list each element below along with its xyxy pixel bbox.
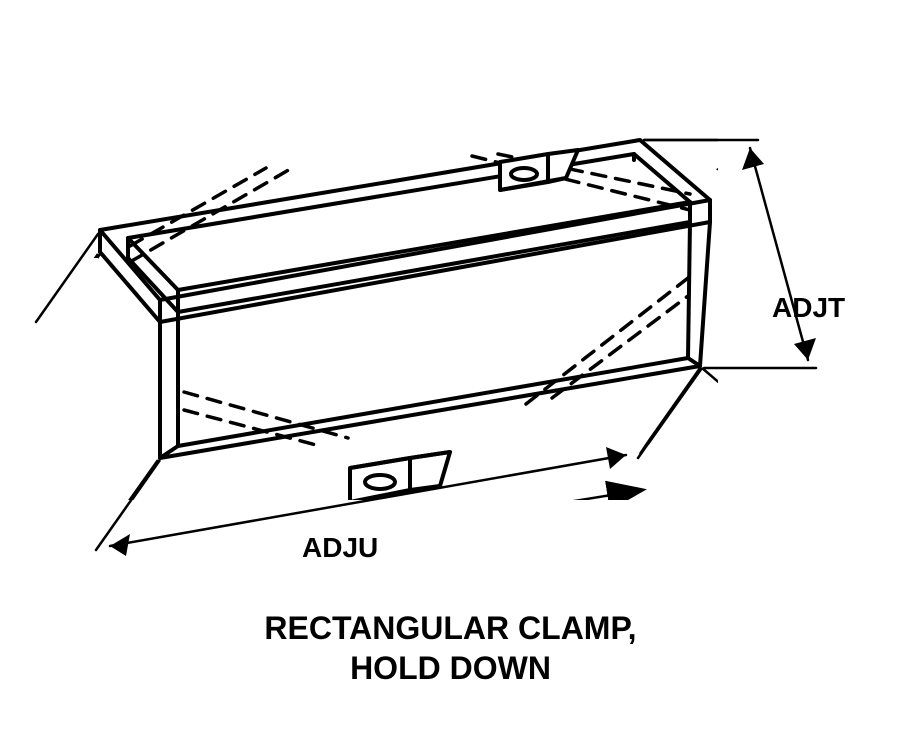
title-line-1: RECTANGULAR CLAMP, [0, 610, 901, 647]
adju-label: ADJU [302, 532, 378, 564]
adjt-label: ADJT [772, 292, 845, 324]
title-line-2: HOLD DOWN [0, 650, 901, 687]
hidden-gussets [130, 154, 690, 446]
